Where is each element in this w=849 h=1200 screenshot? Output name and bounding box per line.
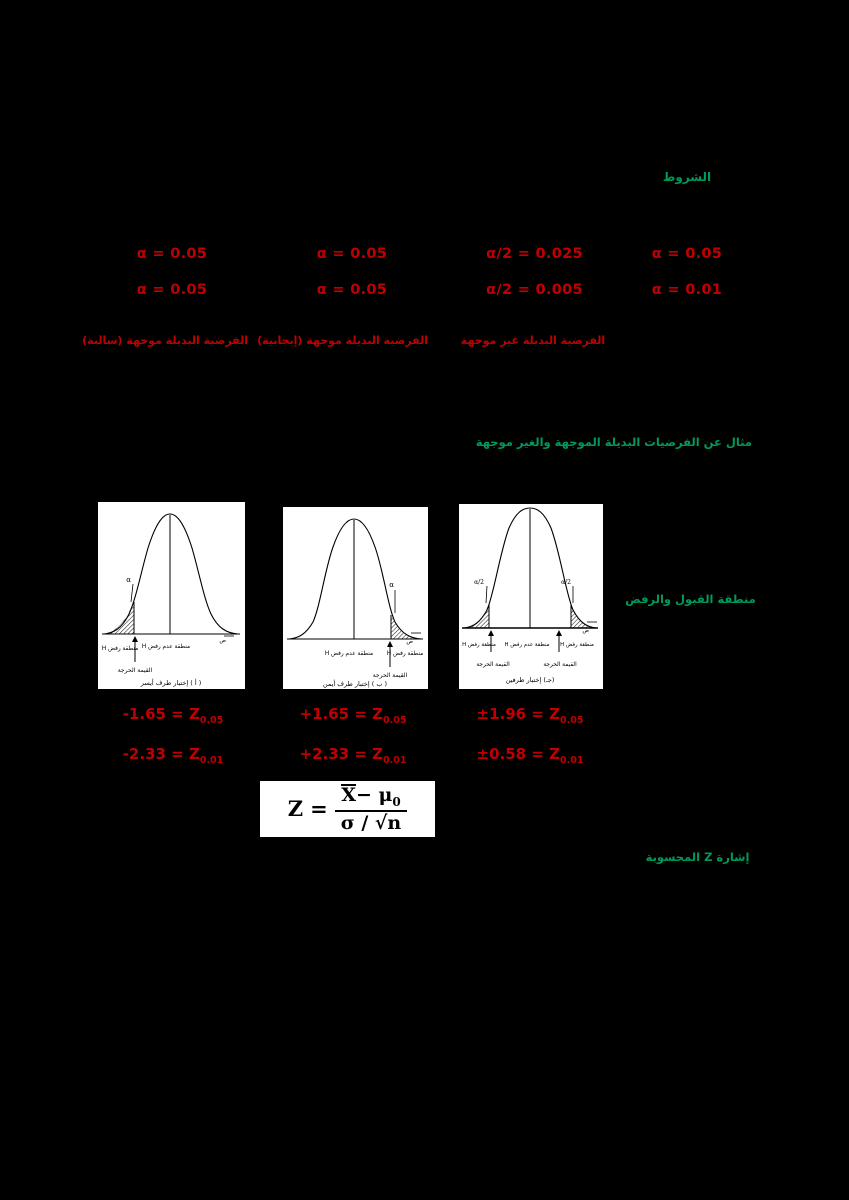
alpha-cell-r2c3: α/2 = 0.005 xyxy=(486,282,583,298)
chart-caption-two: (جـ) إختبار طرفين xyxy=(506,676,555,684)
alpha-cell-r1c1: α = 0.05 xyxy=(136,246,208,262)
right-tailed-curve-svg: α ص منطقة عدم رفض H منطقة رفض H القيمة ا… xyxy=(287,518,423,688)
z-value-text: +1.65 = Z xyxy=(299,705,383,723)
alpha-half-label-left: α/2 xyxy=(474,579,484,586)
accept-region-label-two: منطقة عدم رفض H xyxy=(505,642,550,648)
left-tailed-curve-svg: α ص منطقة عدم رفض H منطقة رفض H القيمة ا… xyxy=(102,513,240,687)
x-bar: X xyxy=(341,784,356,807)
formula-equals: = xyxy=(310,796,328,822)
reject-region-label-two-right: منطقة رفض H xyxy=(560,642,594,648)
formula-lhs: Z xyxy=(287,796,304,822)
hypothesis-label-positive: الفرضية البديلة موجهة (إيجابية) xyxy=(257,334,428,347)
z-value-sub: 0.01 xyxy=(199,755,224,766)
accept-region-label-right: منطقة عدم رفض H xyxy=(325,651,373,657)
formula-numerator-rest: − μ xyxy=(355,784,393,807)
accept-region-label-left: منطقة عدم رفض H xyxy=(142,644,190,650)
alpha-label-right: α xyxy=(389,581,394,589)
heading-example-alt-hypotheses: مثال عن الفرضيات البديلة الموجهة والغير … xyxy=(475,435,752,449)
z-value-text: -2.33 = Z xyxy=(122,745,200,763)
formula-denominator: σ / √n xyxy=(334,809,408,834)
axis-label-left: ص xyxy=(219,638,226,644)
critical-value-label-two-left: القيمة الحرجة xyxy=(476,662,510,668)
z-value-r1c2: +1.65 = Z0.05 xyxy=(288,705,418,726)
z-value-sub: 0.01 xyxy=(560,755,584,766)
alpha-cell-r1c4: α = 0.05 xyxy=(651,246,723,262)
alpha-cell-r2c1: α = 0.05 xyxy=(136,282,208,298)
reject-region-label-left: منطقة رفض H xyxy=(102,646,138,652)
alpha-cell-r2c4: α = 0.01 xyxy=(651,282,723,298)
formula-numerator-sub: 0 xyxy=(392,795,401,810)
z-value-r2c1: -2.33 = Z0.01 xyxy=(108,745,238,766)
z-value-text: ±1.96 = Z xyxy=(476,705,560,723)
hypothesis-label-negative: الفرضية البديلة موجهة (سالبة) xyxy=(82,334,248,347)
critical-value-label-left: القيمة الحرجة xyxy=(118,667,153,674)
chart-card-two-tailed: α/2 α/2 ص منطقة رفض H منطقة عدم رفض H من… xyxy=(459,504,603,689)
critical-value-label-right: القيمة الحرجة xyxy=(373,672,408,679)
chart-caption-right: ( ب ) إختبار طرف أيمن xyxy=(323,679,387,688)
z-value-sub: 0.05 xyxy=(383,715,407,726)
formula-numerator: X− μ0 xyxy=(335,784,407,809)
z-value-sub: 0.05 xyxy=(199,715,224,726)
z-value-sub: 0.05 xyxy=(560,715,584,726)
alpha-cell-r1c3: α/2 = 0.025 xyxy=(486,246,583,262)
reject-region-label-two-left: منطقة رفض H xyxy=(462,642,496,648)
z-value-sub: 0.01 xyxy=(383,755,407,766)
z-value-r2c3: ±0.58 = Z0.01 xyxy=(465,745,595,766)
z-value-r1c3: ±1.96 = Z0.05 xyxy=(465,705,595,726)
heading-z-statistic-sign: إشارة Z المحسوبة xyxy=(645,850,750,864)
z-value-r1c1: -1.65 = Z0.05 xyxy=(108,705,238,726)
formula-fraction: X− μ0 σ / √n xyxy=(334,784,408,834)
critical-value-label-two-right: القيمة الحرجة xyxy=(543,662,577,668)
reject-region-label-right: منطقة رفض H xyxy=(387,651,423,657)
two-tailed-curve-svg: α/2 α/2 ص منطقة رفض H منطقة عدم رفض H من… xyxy=(462,507,598,684)
z-value-text: ±0.58 = Z xyxy=(476,745,560,763)
z-formula: Z = X− μ0 σ / √n xyxy=(287,784,408,834)
alpha-cell-r1c2: α = 0.05 xyxy=(316,246,388,262)
z-value-text: -1.65 = Z xyxy=(122,705,200,723)
chart-card-left-tailed: α ص منطقة عدم رفض H منطقة رفض H القيمة ا… xyxy=(98,502,245,689)
alpha-cell-r2c2: α = 0.05 xyxy=(316,282,388,298)
alpha-half-label-right: α/2 xyxy=(561,579,571,586)
axis-label-two: ص xyxy=(582,628,589,634)
z-formula-box: Z = X− μ0 σ / √n xyxy=(259,780,436,838)
hypothesis-label-nondirectional: الفرضية البديلة غير موجهة xyxy=(460,334,606,347)
chart-card-right-tailed: α ص منطقة عدم رفض H منطقة رفض H القيمة ا… xyxy=(283,507,428,689)
axis-label-right: ص xyxy=(406,639,413,645)
heading-acceptance-rejection-region: منطقة القبول والرفض xyxy=(625,592,756,606)
z-value-text: +2.33 = Z xyxy=(299,745,383,763)
heading-conditions: الشروط xyxy=(662,170,712,184)
chart-caption-left: ( أ ) إختبار طرف أيسر xyxy=(140,678,202,687)
alpha-label-left: α xyxy=(126,576,131,584)
z-value-r2c2: +2.33 = Z0.01 xyxy=(288,745,418,766)
